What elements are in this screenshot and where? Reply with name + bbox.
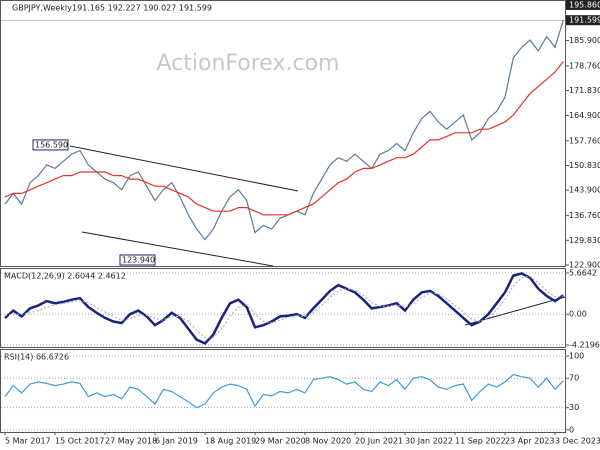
y-tick-label: 164.900 xyxy=(569,111,600,120)
y-tick-label: 143.900 xyxy=(569,186,600,195)
y-tick-label: 171.830 xyxy=(569,86,600,95)
x-tick-label: 29 Mar 2020 xyxy=(255,437,306,446)
y-tick-label: 157.760 xyxy=(569,136,600,145)
y-tick-label: 136.760 xyxy=(569,211,600,220)
price-marker-label: 191.599 xyxy=(569,16,600,25)
x-tick-label: 30 Jan 2022 xyxy=(405,437,453,446)
series-line xyxy=(4,20,564,241)
annotation-label: 123.940 xyxy=(122,256,155,265)
y-tick-label: 5.6642 xyxy=(569,268,597,277)
x-tick-label: 15 Oct 2017 xyxy=(55,437,104,446)
x-tick-label: 6 Jan 2019 xyxy=(155,437,198,446)
macd-panel xyxy=(0,268,566,348)
tick-highlight xyxy=(566,0,600,10)
rsi-title: RSI(14) 66.6726 xyxy=(4,353,69,362)
x-tick-label: 20 Jun 2021 xyxy=(355,437,403,446)
macd-title: MACD(12,26,9) 2.6044 2.4612 xyxy=(4,272,126,281)
y-tick-label: -4.2196 xyxy=(569,340,600,349)
trend-line xyxy=(69,145,299,192)
annotation-label: 156.590 xyxy=(35,140,68,149)
rsi-panel xyxy=(0,349,566,433)
y-tick-label: 0.00 xyxy=(569,310,587,319)
y-tick-label: 185.900 xyxy=(569,36,600,45)
price-marker xyxy=(566,15,600,26)
y-tick-label: 100 xyxy=(569,352,584,361)
series-line xyxy=(4,272,565,345)
x-tick-label: 27 May 2018 xyxy=(105,437,157,446)
y-tick-label: 178.760 xyxy=(569,61,600,70)
y-tick-label: 30 xyxy=(569,403,579,412)
x-tick-label: 8 Nov 2020 xyxy=(305,437,351,446)
x-tick-label: 11 Sep 2022 xyxy=(455,437,506,446)
chart-subtitle: 191.165 192.227 190.027 191.599 xyxy=(72,4,212,13)
trend-line xyxy=(81,231,274,267)
annotation-box xyxy=(32,139,69,151)
series-line xyxy=(4,61,564,216)
y-tick-label: 150.830 xyxy=(569,161,600,170)
y-tick-label: 122.900 xyxy=(569,261,600,270)
y-tick-label: 129.830 xyxy=(569,236,600,245)
x-tick-label: 18 Aug 2019 xyxy=(205,437,256,446)
x-tick-label: 3 Dec 2023 xyxy=(555,437,600,446)
series-line xyxy=(4,373,564,409)
watermark: ActionForex.com xyxy=(157,51,340,76)
y-tick-label: 70 xyxy=(569,374,579,383)
annotation-box xyxy=(119,254,156,266)
x-tick-label: 23 Apr 2023 xyxy=(505,437,554,446)
series-line xyxy=(4,275,564,339)
x-tick-label: 5 Mar 2017 xyxy=(5,437,51,446)
chart-title: GBPJPY,Weekly xyxy=(12,4,72,13)
y-tick-label: 0 xyxy=(569,425,574,434)
y-tick-label: 195.860 xyxy=(569,1,600,10)
price-panel xyxy=(0,0,566,267)
